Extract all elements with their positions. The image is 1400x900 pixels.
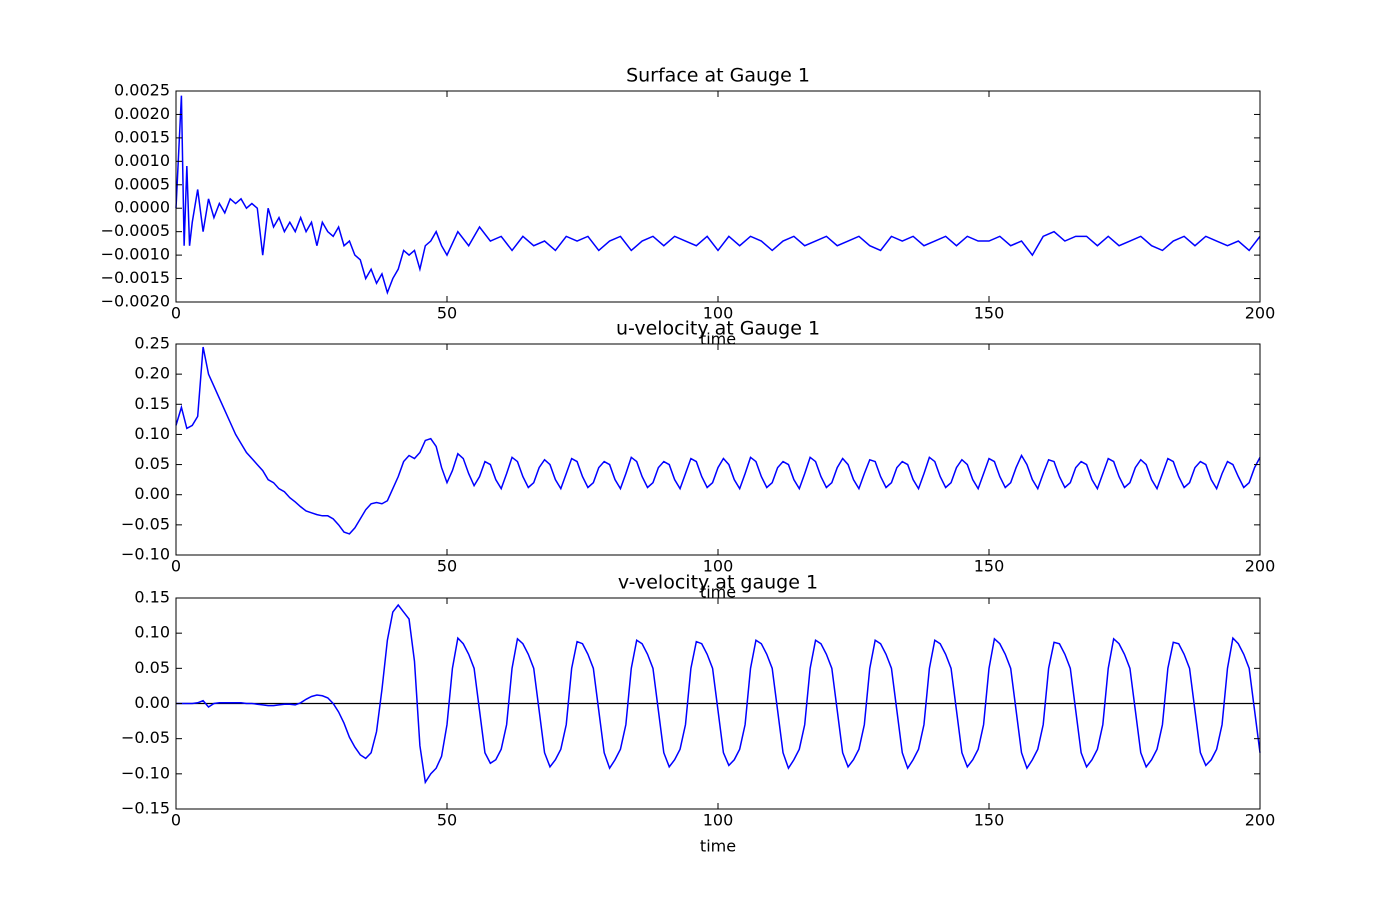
data-line (176, 603, 1261, 785)
y-tick-label: 0.05 (134, 454, 170, 473)
x-tick-label: 0 (171, 304, 181, 323)
chart-title: u-velocity at Gauge 1 (616, 318, 820, 340)
y-tick-label: −0.0015 (101, 268, 170, 287)
x-tick-label: 50 (437, 304, 457, 323)
x-tick-label: 150 (974, 557, 1005, 576)
x-tick-label: 50 (437, 557, 457, 576)
y-tick-label: −0.10 (121, 545, 170, 564)
y-tick-label: 0.10 (134, 424, 170, 443)
y-tick-label: −0.0020 (101, 292, 170, 311)
x-tick-label: 50 (437, 811, 457, 830)
y-tick-label: 0.0010 (114, 151, 170, 170)
x-tick-label: 100 (703, 811, 734, 830)
x-tick-label: 200 (1245, 304, 1276, 323)
y-tick-label: 0.25 (134, 334, 170, 353)
data-line (175, 95, 1261, 295)
y-tick-label: 0.20 (134, 364, 170, 383)
y-tick-label: −0.0010 (101, 245, 170, 264)
y-tick-label: −0.0005 (101, 221, 170, 240)
axes-frame (175, 343, 1261, 556)
x-tick-label: 150 (974, 304, 1005, 323)
x-tick-label: 100 (703, 304, 734, 323)
y-tick-label: 0.0015 (114, 127, 170, 146)
y-tick-label: −0.05 (121, 728, 170, 747)
y-tick-label: 0.10 (134, 623, 170, 642)
x-tick-label: 200 (1245, 811, 1276, 830)
x-axis-label: time (700, 837, 736, 856)
y-tick-label: 0.15 (134, 588, 170, 607)
subplot: 0 50 100 150 200 −0.0020 −0.0015 −0.0010 −0.0005… (101, 65, 1276, 349)
y-tick-label: −0.15 (121, 799, 170, 818)
x-tick-label: 0 (171, 811, 181, 830)
subplot: 0 50 100 150 200 −0.15 −0.10 −0.05 0.00 0.05 0.10 0… (121, 572, 1275, 856)
x-tick-label: 200 (1245, 557, 1276, 576)
y-tick-label: 0.05 (134, 658, 170, 677)
x-tick-label: 100 (703, 557, 734, 576)
chart-title: Surface at Gauge 1 (626, 65, 810, 87)
y-tick-label: 0.15 (134, 394, 170, 413)
y-tick-label: −0.05 (121, 514, 170, 533)
y-tick-label: 0.0020 (114, 104, 170, 123)
y-tick-label: 0.00 (134, 693, 170, 712)
chart-title: v-velocity at gauge 1 (618, 572, 818, 594)
y-tick-label: 0.0000 (114, 198, 170, 217)
x-axis-label: time (700, 583, 736, 602)
y-tick-label: −0.10 (121, 763, 170, 782)
data-line (175, 346, 1261, 535)
y-tick-label: 0.00 (134, 484, 170, 503)
y-tick-label: 0.0025 (114, 81, 170, 100)
x-tick-label: 0 (171, 557, 181, 576)
subplot: 0 50 100 150 200 −0.10 −0.05 0.00 0.05 0.10 0.15 0.… (121, 318, 1275, 602)
y-tick-label: 0.0005 (114, 174, 170, 193)
x-tick-label: 150 (974, 811, 1005, 830)
axes-frame (175, 90, 1261, 303)
